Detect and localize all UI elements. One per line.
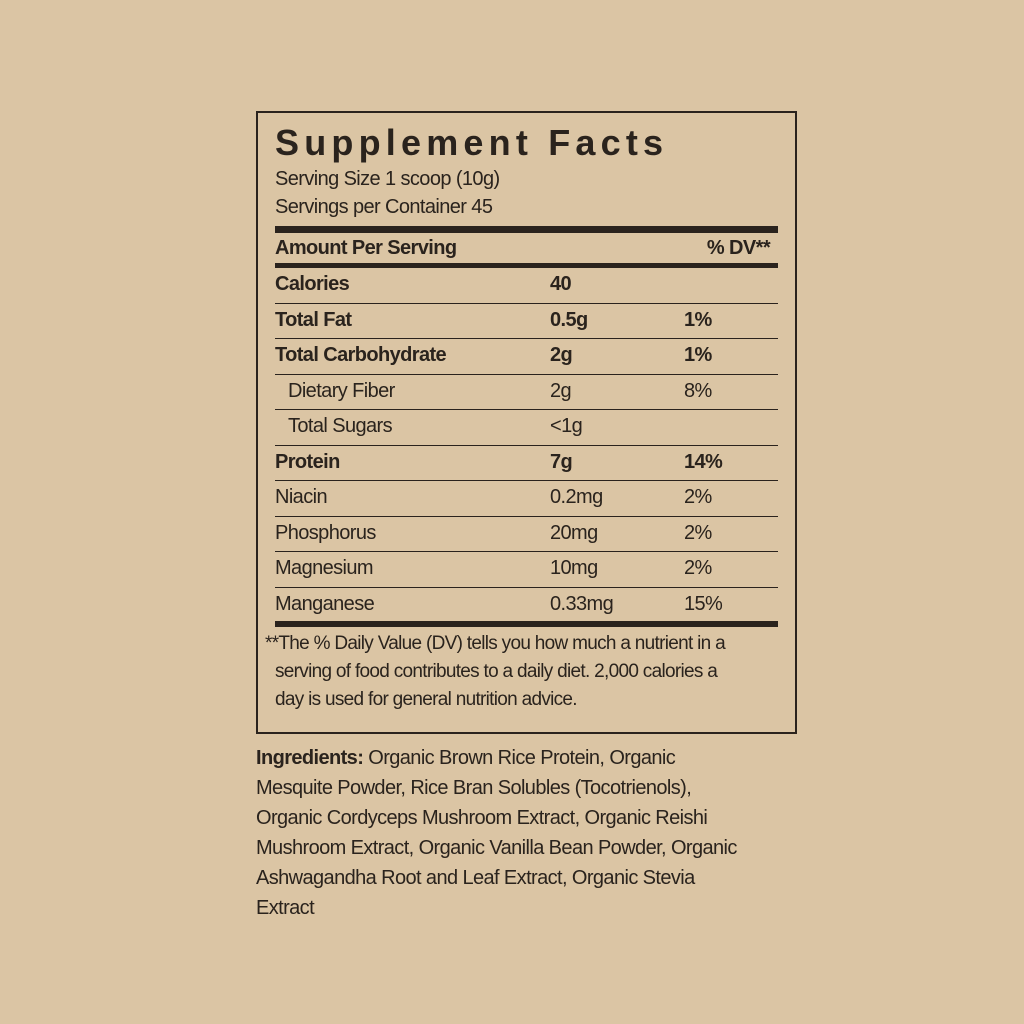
nutrient-dv: 1% xyxy=(684,344,712,366)
nutrient-amount: 0.33mg xyxy=(550,592,614,615)
nutrient-name: Manganese xyxy=(275,592,375,615)
ingredients-text: Organic Brown Rice Protein, Organic Mesq… xyxy=(256,747,737,919)
nutrient-row: Total Carbohydrate 2g 1% xyxy=(275,339,778,375)
nutrient-name: Phosphorus xyxy=(275,521,376,544)
nutrient-name: Niacin xyxy=(275,486,328,508)
nutrient-dv: 1% xyxy=(684,308,712,331)
nutrient-row: Magnesium 10mg 2% xyxy=(275,552,778,588)
nutrient-row: Calories 40 xyxy=(275,268,778,304)
nutrient-dv: 8% xyxy=(684,379,712,402)
nutrient-row: Dietary Fiber 2g 8% xyxy=(275,375,778,410)
ingredients: Ingredients: Organic Brown Rice Protein,… xyxy=(256,743,756,923)
nutrient-name: Dietary Fiber xyxy=(288,379,395,402)
thick-rule xyxy=(275,263,778,268)
nutrient-row: Manganese 0.33mg 15% xyxy=(275,588,778,624)
nutrient-name: Calories xyxy=(275,273,350,295)
thick-rule xyxy=(275,226,778,233)
supplement-facts-panel: Supplement Facts Serving Size 1 scoop (1… xyxy=(256,111,797,734)
nutrient-dv: 14% xyxy=(684,450,723,473)
nutrient-amount: 10mg xyxy=(550,557,598,579)
header-left: Amount Per Serving xyxy=(275,237,457,259)
nutrient-dv: 15% xyxy=(684,592,723,615)
header-right: % DV** xyxy=(706,237,771,259)
nutrient-amount: 0.2mg xyxy=(550,486,603,508)
nutrient-name: Total Sugars xyxy=(288,415,393,437)
nutrient-amount: 20mg xyxy=(550,521,598,544)
nutrient-rows: Calories 40 Total Fat 0.5g 1% Total Carbohydr… xyxy=(275,268,778,623)
serving-size: Serving Size 1 scoop (10g) xyxy=(275,168,500,190)
nutrient-row: Protein 7g 14% xyxy=(275,446,778,481)
footnote: **The % Daily Value (DV) tells you how m… xyxy=(265,633,726,710)
nutrient-row: Total Fat 0.5g 1% xyxy=(275,304,778,339)
nutrient-dv: 2% xyxy=(684,521,712,544)
panel-title: Supplement Facts xyxy=(275,122,669,163)
nutrient-amount: 2g xyxy=(550,344,573,366)
nutrient-amount: 0.5g xyxy=(550,308,588,331)
ingredients-label: Ingredients: xyxy=(256,747,364,769)
nutrient-dv: 2% xyxy=(684,557,712,579)
nutrient-row: Total Sugars <1g xyxy=(275,410,778,446)
nutrient-row: Niacin 0.2mg 2% xyxy=(275,481,778,517)
servings-per-container: Servings per Container 45 xyxy=(275,196,493,218)
nutrient-amount: 40 xyxy=(550,273,572,295)
nutrient-name: Total Fat xyxy=(275,308,352,331)
nutrient-name: Magnesium xyxy=(275,557,374,579)
nutrient-name: Total Carbohydrate xyxy=(275,344,447,366)
nutrient-amount: <1g xyxy=(550,415,583,437)
nutrient-name: Protein xyxy=(275,450,340,473)
thick-rule xyxy=(275,621,778,627)
nutrient-dv: 2% xyxy=(684,486,712,508)
nutrient-amount: 7g xyxy=(550,450,573,473)
nutrient-row: Phosphorus 20mg 2% xyxy=(275,517,778,552)
column-header: Amount Per Serving % DV** xyxy=(275,233,778,263)
nutrient-amount: 2g xyxy=(550,379,572,402)
